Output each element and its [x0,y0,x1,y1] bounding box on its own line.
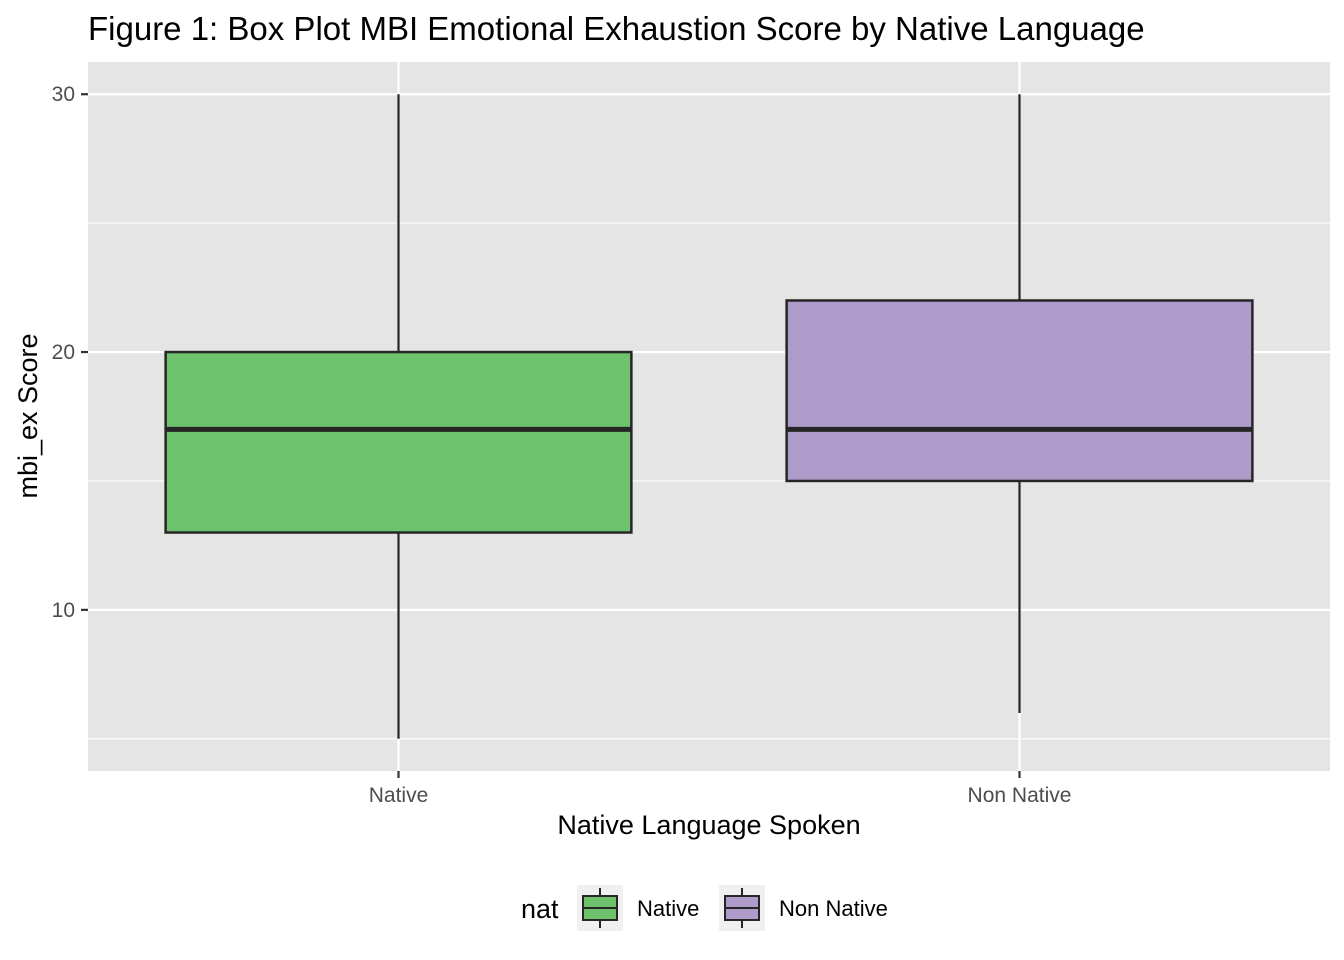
y-axis-title: mbi_ex Score [13,333,43,498]
legend-key-native [577,885,623,931]
y-tick-label: 20 [52,341,75,364]
chart-title: Figure 1: Box Plot MBI Emotional Exhaust… [88,10,1145,47]
box-native [164,94,633,739]
legend-label: Native [637,896,699,921]
y-tick-label: 10 [52,599,75,622]
legend: nat Native Non Native [521,885,888,931]
box-iqr [785,299,1254,483]
box-iqr [164,350,633,534]
box-non-native [785,94,1254,713]
x-axis: Native Non Native [369,771,1072,807]
legend-title: nat [521,894,559,924]
y-axis: 10 20 30 [52,83,88,622]
legend-key-non-native [719,885,765,931]
y-tick-label: 30 [52,83,75,106]
legend-label: Non Native [779,896,888,921]
x-tick-label: Native [369,784,429,807]
x-tick-label: Non Native [968,784,1072,807]
x-axis-title: Native Language Spoken [557,810,860,840]
boxes [164,94,1254,739]
